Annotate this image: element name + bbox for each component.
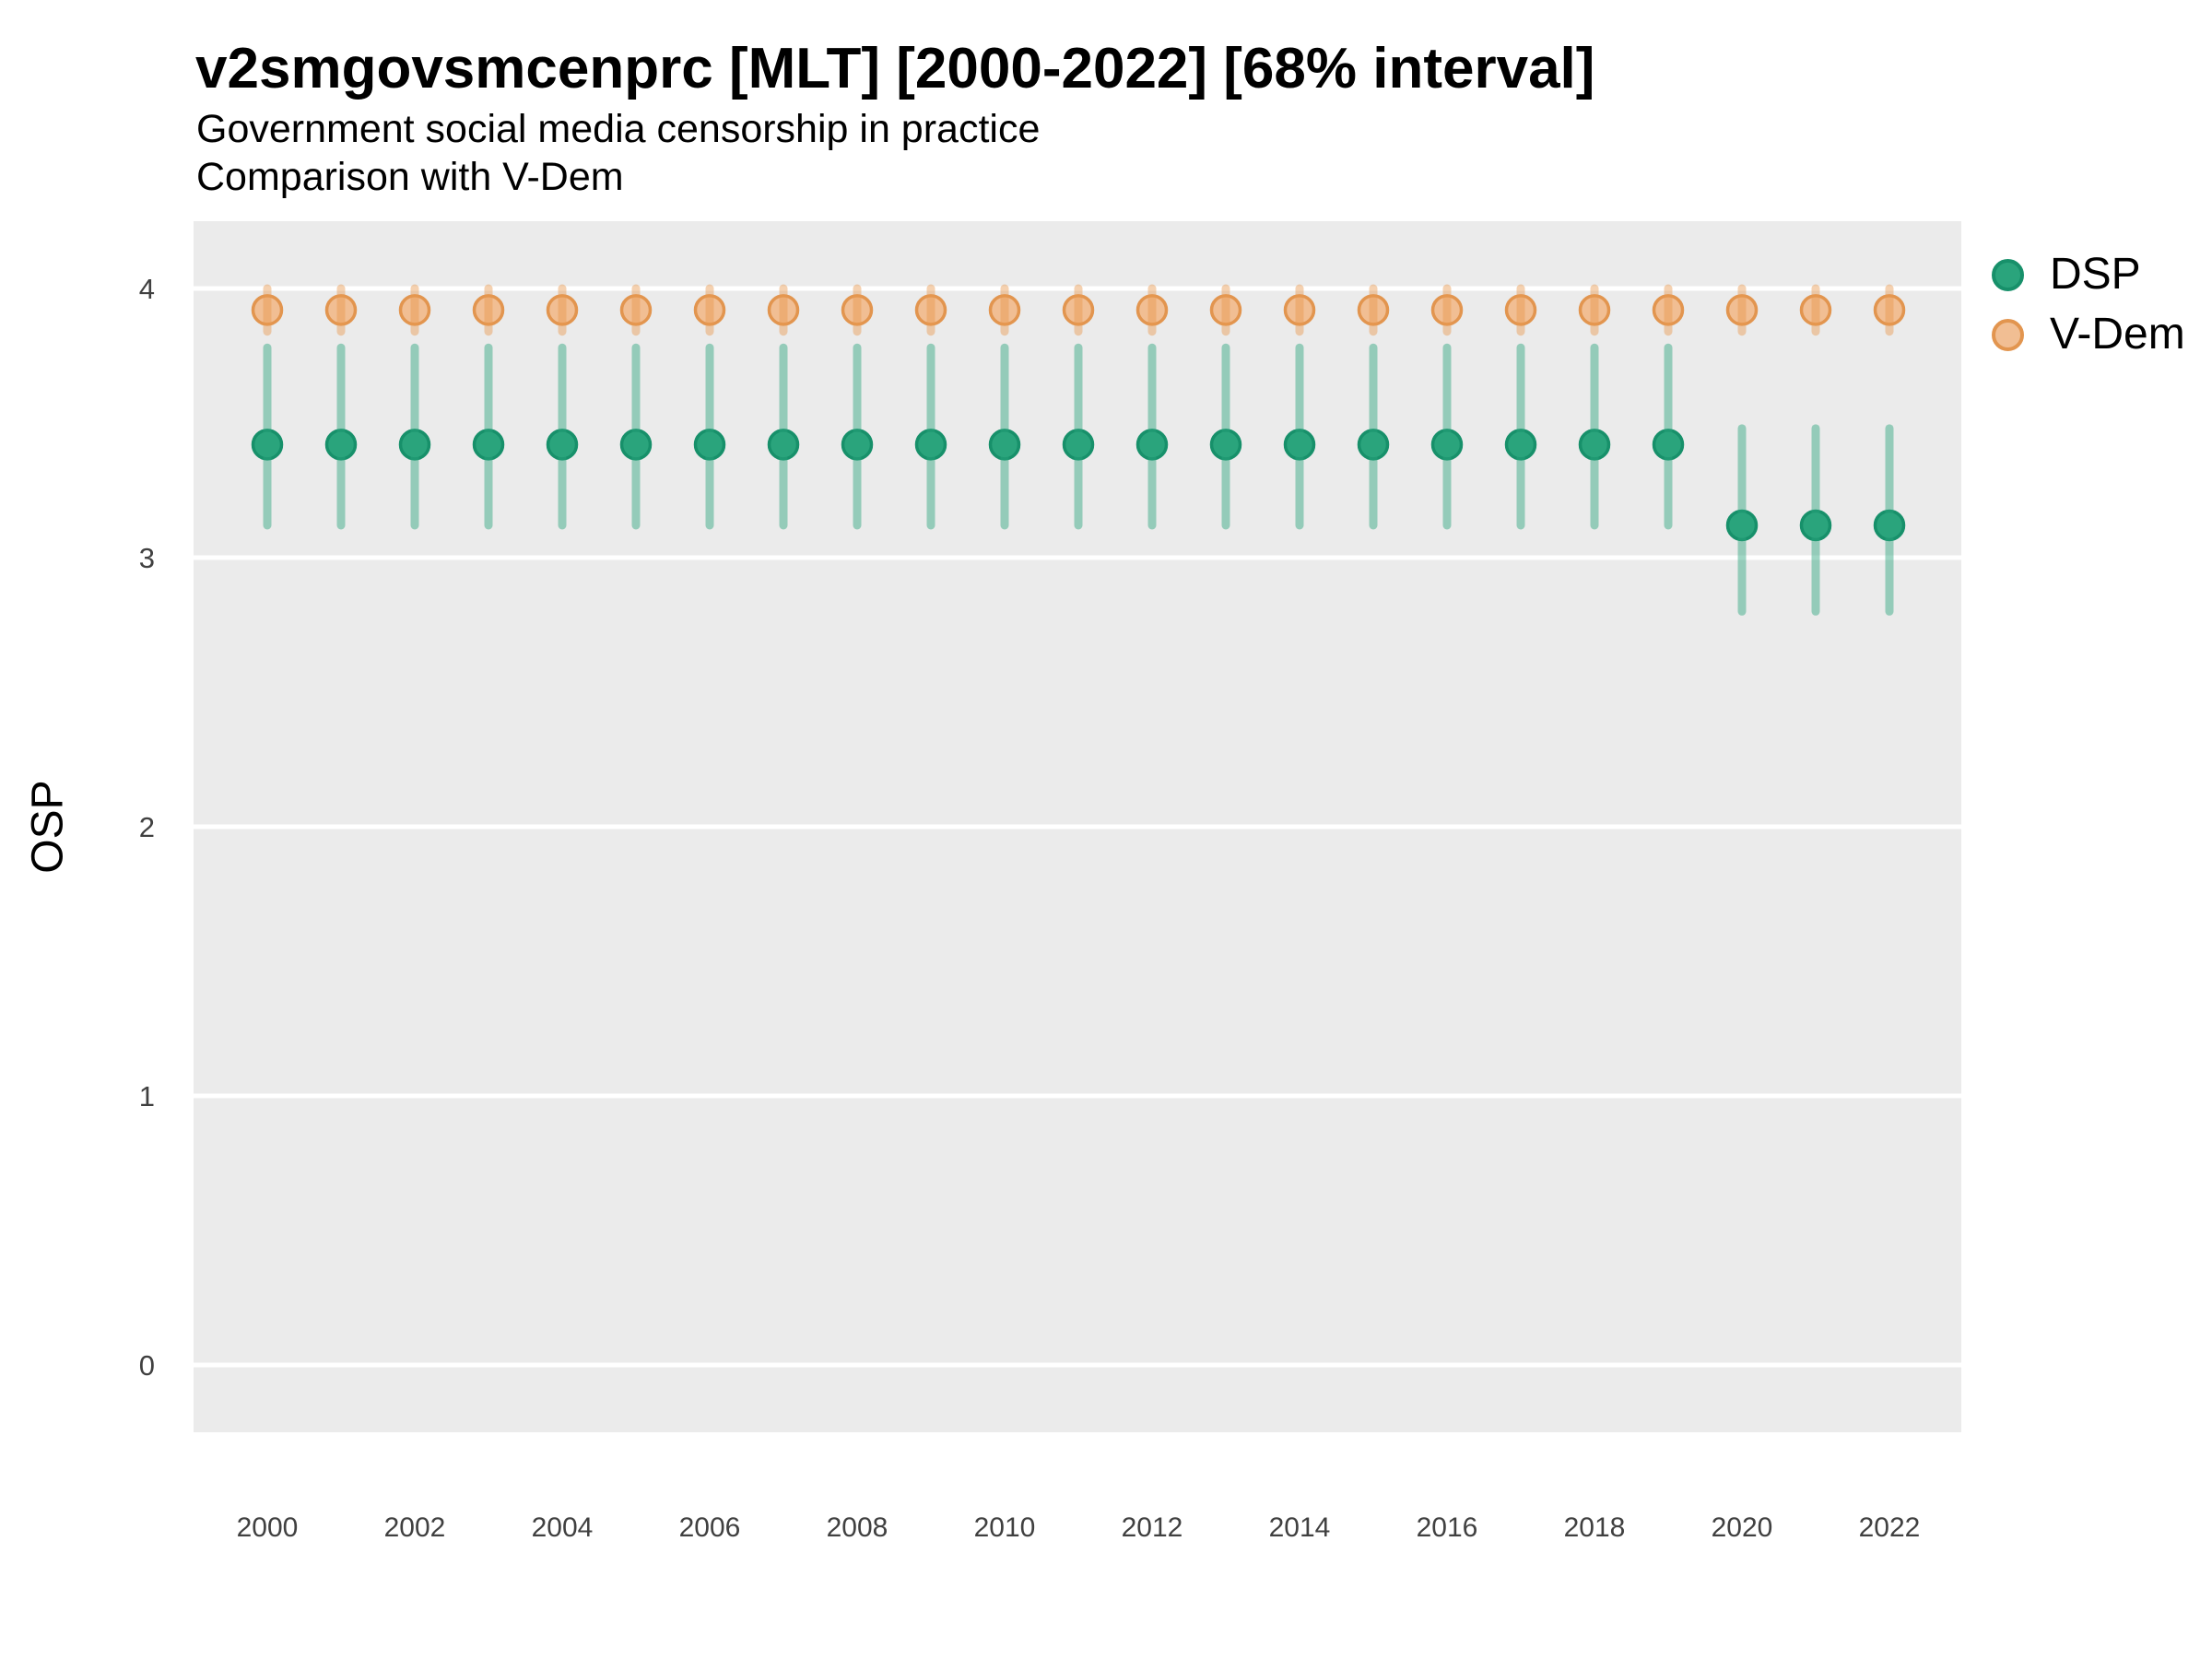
point-vdem-2000 <box>251 294 284 326</box>
y-tick-label: 1 <box>139 1080 155 1112</box>
point-vdem-2001 <box>324 294 358 326</box>
point-dsp-2022 <box>1873 509 1906 542</box>
point-dsp-2005 <box>619 429 653 461</box>
point-vdem-2018 <box>1578 294 1611 326</box>
point-dsp-2012 <box>1135 429 1169 461</box>
y-tick-label: 2 <box>139 811 155 843</box>
point-vdem-2017 <box>1504 294 1537 326</box>
point-dsp-2002 <box>398 429 431 461</box>
point-vdem-2021 <box>1799 294 1832 326</box>
point-dsp-2001 <box>324 429 358 461</box>
x-tick-label: 2014 <box>1269 1512 1331 1543</box>
legend-label-dsp: DSP <box>2050 250 2141 299</box>
point-vdem-2013 <box>1209 294 1242 326</box>
point-dsp-2020 <box>1725 509 1759 542</box>
x-tick-label: 2012 <box>1122 1512 1183 1543</box>
y-tick-label: 0 <box>139 1349 155 1382</box>
point-vdem-2015 <box>1357 294 1390 326</box>
point-dsp-2013 <box>1209 429 1242 461</box>
point-dsp-2008 <box>841 429 874 461</box>
point-dsp-2003 <box>472 429 505 461</box>
x-tick-label: 2010 <box>974 1512 1036 1543</box>
point-dsp-2009 <box>914 429 947 461</box>
point-vdem-2002 <box>398 294 431 326</box>
point-dsp-2010 <box>988 429 1021 461</box>
point-dsp-2016 <box>1430 429 1464 461</box>
point-vdem-2010 <box>988 294 1021 326</box>
point-dsp-2011 <box>1062 429 1095 461</box>
point-vdem-2011 <box>1062 294 1095 326</box>
point-vdem-2008 <box>841 294 874 326</box>
point-dsp-2019 <box>1652 429 1685 461</box>
point-vdem-2014 <box>1283 294 1316 326</box>
x-tick-label: 2000 <box>237 1512 299 1543</box>
point-dsp-2007 <box>767 429 800 461</box>
point-vdem-2019 <box>1652 294 1685 326</box>
legend-item-vdem: V-Dem <box>1992 311 2185 359</box>
point-vdem-2022 <box>1873 294 1906 326</box>
point-vdem-2005 <box>619 294 653 326</box>
x-tick-label: 2008 <box>827 1512 888 1543</box>
x-tick-label: 2004 <box>532 1512 594 1543</box>
legend-item-dsp: DSP <box>1992 251 2185 299</box>
point-dsp-2018 <box>1578 429 1611 461</box>
point-dsp-2017 <box>1504 429 1537 461</box>
point-vdem-2016 <box>1430 294 1464 326</box>
point-dsp-2014 <box>1283 429 1316 461</box>
point-dsp-2006 <box>693 429 726 461</box>
legend-label-vdem: V-Dem <box>2050 310 2185 359</box>
point-vdem-2006 <box>693 294 726 326</box>
x-tick-label: 2020 <box>1712 1512 1773 1543</box>
point-dsp-2015 <box>1357 429 1390 461</box>
x-tick-label: 2018 <box>1564 1512 1626 1543</box>
point-vdem-2009 <box>914 294 947 326</box>
chart-subtitle: Government social media censorship in pr… <box>196 107 1041 151</box>
point-dsp-2000 <box>251 429 284 461</box>
point-dsp-2021 <box>1799 509 1832 542</box>
vdem-legend-dot-icon <box>1992 318 2024 351</box>
x-tick-label: 2022 <box>1859 1512 1921 1543</box>
point-vdem-2012 <box>1135 294 1169 326</box>
point-vdem-2020 <box>1725 294 1759 326</box>
legend: DSP V-Dem <box>1992 251 2185 371</box>
point-vdem-2004 <box>546 294 579 326</box>
point-vdem-2003 <box>472 294 505 326</box>
x-tick-label: 2006 <box>679 1512 741 1543</box>
chart-title: v2smgovsmcenprc [MLT] [2000-2022] [68% i… <box>195 37 1595 100</box>
dsp-legend-dot-icon <box>1992 258 2024 291</box>
chart-subtitle-comparison: Comparison with V-Dem <box>196 155 624 199</box>
y-tick-label: 3 <box>139 542 155 574</box>
point-vdem-2007 <box>767 294 800 326</box>
point-dsp-2004 <box>546 429 579 461</box>
y-tick-label: 4 <box>139 273 155 305</box>
x-tick-label: 2002 <box>384 1512 446 1543</box>
x-tick-label: 2016 <box>1417 1512 1478 1543</box>
